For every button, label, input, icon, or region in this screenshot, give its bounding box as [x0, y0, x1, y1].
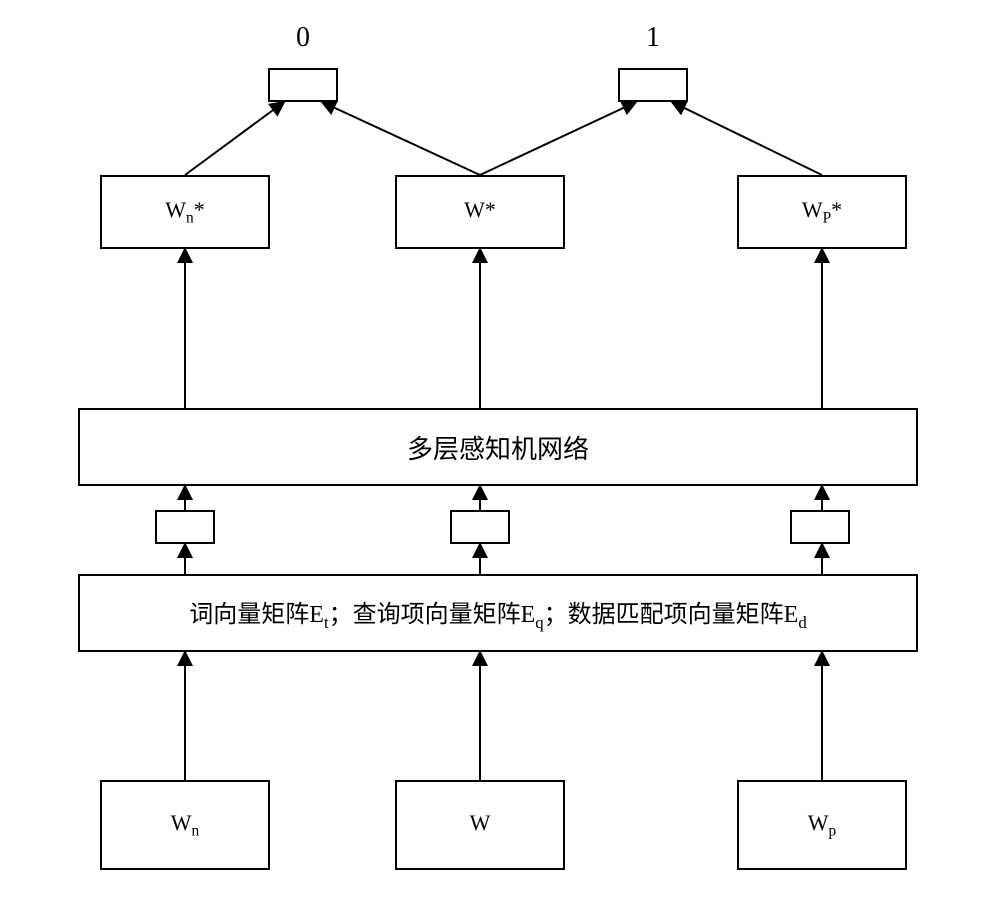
w-star-box-right: WP*: [737, 175, 907, 249]
input-left-label: Wn: [171, 810, 199, 840]
w-star-center-label: W*: [464, 197, 496, 227]
output-box-left: [268, 68, 338, 102]
w-star-box-left: Wn*: [100, 175, 270, 249]
embedding-matrices-label: 词向量矩阵Et；查询项向量矩阵Eq；数据匹配项向量矩阵Ed: [189, 594, 806, 633]
mlp-network-box: 多层感知机网络: [78, 408, 918, 486]
output-label-one: 1: [618, 22, 688, 54]
output-box-right: [618, 68, 688, 102]
small-box-center: [450, 510, 510, 544]
input-box-left: Wn: [100, 780, 270, 870]
input-box-center: W: [395, 780, 565, 870]
w-star-box-center: W*: [395, 175, 565, 249]
w-star-right-label: WP*: [802, 197, 842, 227]
small-box-left: [155, 510, 215, 544]
input-box-right: Wp: [737, 780, 907, 870]
mlp-network-label: 多层感知机网络: [407, 429, 589, 466]
input-right-label: Wp: [808, 810, 836, 840]
output-label-zero: 0: [268, 22, 338, 54]
embedding-matrices-box: 词向量矩阵Et；查询项向量矩阵Eq；数据匹配项向量矩阵Ed: [78, 574, 918, 652]
w-star-left-label: Wn*: [165, 197, 204, 227]
small-box-right: [790, 510, 850, 544]
input-center-label: W: [470, 810, 491, 840]
